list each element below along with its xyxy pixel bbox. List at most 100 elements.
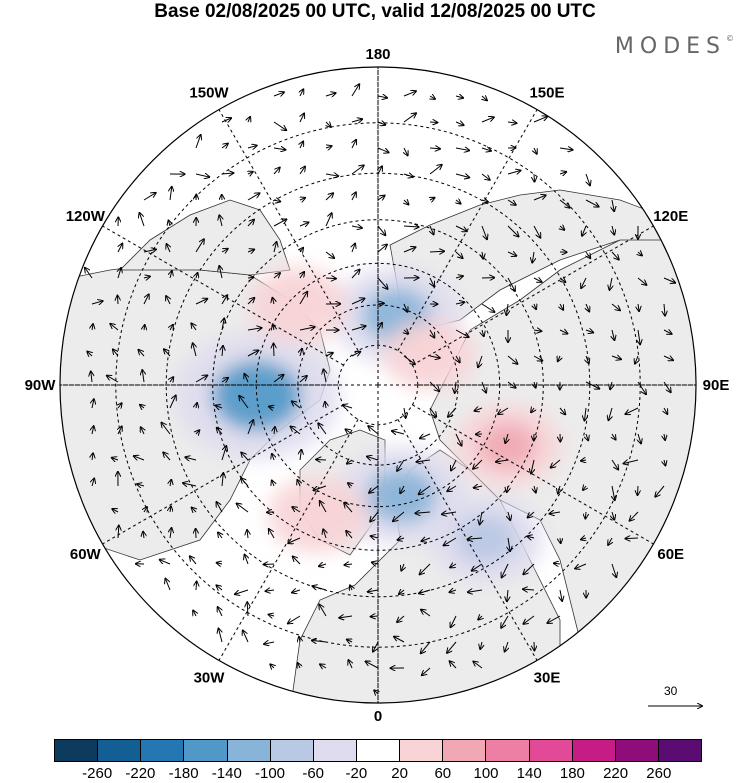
wind-vector [507, 381, 516, 388]
wind-vector [371, 536, 379, 538]
wind-vector [196, 403, 197, 408]
wind-vector [430, 96, 435, 99]
wind-vector [586, 251, 590, 258]
wind-vector [170, 528, 172, 539]
wind-vector [608, 407, 612, 420]
wind-vector [248, 117, 250, 122]
wind-vector [367, 457, 379, 460]
wind-vector [300, 198, 305, 200]
wind-vector [190, 556, 197, 565]
wind-vector [507, 252, 516, 256]
wind-vector [195, 375, 207, 383]
wind-vector [170, 271, 172, 279]
colorbar-swatch [227, 740, 271, 761]
colorbar-swatch [55, 740, 99, 761]
wind-vector [482, 329, 484, 336]
wind-vector [352, 244, 355, 253]
wind-vector [170, 506, 171, 513]
wind-vector [348, 660, 352, 669]
wind-vector [143, 294, 149, 305]
wind-vector [347, 460, 352, 464]
wind-vector [400, 485, 404, 493]
wind-vector [196, 430, 199, 434]
wind-vector [637, 277, 646, 285]
wind-vector [482, 251, 483, 259]
wind-vector [429, 407, 436, 417]
wind-vector [612, 433, 616, 440]
wind-vector [142, 370, 144, 383]
wind-vector [325, 353, 333, 356]
wind-vector [346, 531, 353, 539]
wind-vector [300, 248, 303, 252]
wind-vector [558, 356, 560, 361]
longitude-label: 30W [194, 670, 226, 687]
wind-vector [472, 563, 483, 571]
wind-vector [474, 408, 483, 411]
wind-vector [299, 222, 309, 226]
wind-vector [247, 193, 259, 201]
colorbar-swatch [658, 740, 702, 761]
wind-vector [451, 615, 457, 627]
wind-vector [559, 407, 565, 414]
wind-vector [450, 564, 457, 567]
wind-vector [534, 147, 537, 154]
wind-vector [170, 377, 173, 382]
wind-vector [508, 537, 510, 551]
wind-vector [612, 329, 614, 340]
wind-vector [447, 485, 457, 491]
wind-vector [420, 563, 431, 574]
wind-vector [217, 428, 223, 435]
wind-vector [624, 460, 639, 464]
wind-vector [195, 299, 207, 305]
wind-vector [221, 295, 227, 305]
longitude-label: 150E [529, 84, 564, 101]
wind-vector [288, 537, 301, 543]
wind-vector [273, 325, 274, 330]
wind-vector [273, 375, 283, 383]
wind-vector [449, 590, 457, 592]
wind-vector [237, 503, 249, 513]
reference-vector-label: 30 [664, 684, 678, 698]
longitude-label: 90W [25, 377, 57, 394]
colorbar-swatch [184, 740, 228, 761]
wind-vector [219, 629, 222, 643]
wind-vector [144, 507, 147, 512]
wind-vector [137, 484, 145, 486]
wind-vector [611, 251, 619, 260]
wind-vector [112, 509, 119, 512]
longitude-label: 150W [189, 84, 229, 101]
colorbar-tick-label: -20 [345, 765, 368, 782]
wind-vector [166, 244, 170, 253]
wind-vector [160, 560, 171, 565]
wind-vector [482, 96, 487, 100]
wind-vector [421, 610, 431, 617]
wind-vector [401, 563, 404, 571]
wind-vector [478, 355, 482, 367]
wind-vector [169, 396, 176, 409]
wind-vector [300, 450, 301, 461]
wind-vector [444, 537, 457, 545]
map-boundary [59, 66, 697, 704]
wind-vector [559, 330, 567, 334]
wind-vector [118, 426, 122, 435]
wind-vector [195, 135, 201, 149]
wind-vector [312, 640, 327, 642]
wind-vector [455, 302, 464, 304]
latitude-circle [212, 219, 544, 551]
wind-vector [299, 637, 300, 642]
wind-vector [347, 640, 352, 642]
wind-vector [325, 193, 333, 201]
wind-vector [481, 225, 487, 239]
colorbar-swatch [615, 740, 659, 761]
wind-vector [420, 433, 431, 438]
colorbar-swatch [443, 740, 487, 761]
wind-vector [247, 602, 248, 617]
wind-vector [248, 172, 253, 174]
wind-vector [581, 460, 586, 461]
wind-vector [611, 356, 621, 359]
wind-vectors [85, 84, 675, 694]
wind-vector [319, 605, 327, 617]
wind-vector [107, 376, 119, 383]
wind-vector [377, 147, 389, 152]
wind-vector [581, 277, 587, 288]
